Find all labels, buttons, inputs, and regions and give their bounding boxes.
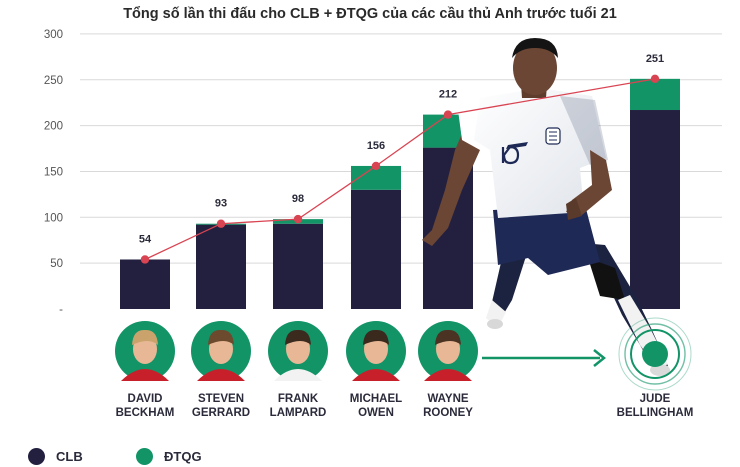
avatar-hair <box>132 329 158 345</box>
player-name-line: WAYNE <box>427 393 469 405</box>
avatar-shirt <box>424 369 472 381</box>
target-ring <box>630 329 680 379</box>
player-name-label: MICHAEL OWEN <box>321 392 431 420</box>
total-value-label: 98 <box>292 193 304 205</box>
target-ring <box>624 323 686 385</box>
progress-arrow-head <box>593 349 607 367</box>
player-name-line: FRANK <box>277 393 319 405</box>
total-trend-line <box>140 74 660 264</box>
player-name-line: LAMPARD <box>269 407 327 419</box>
player-name-line: BELLINGHAM <box>616 407 694 419</box>
player-name-line: BECKHAM <box>115 407 175 419</box>
player-name-label: STEVEN GERRARD <box>166 392 276 420</box>
y-tick-label: 50 <box>50 258 63 270</box>
y-tick-label: 100 <box>44 212 63 224</box>
target-ring <box>618 317 692 391</box>
player-name-label: DAVID BECKHAM <box>90 392 200 420</box>
trend-point <box>216 219 226 228</box>
player-name-line: OWEN <box>358 407 394 419</box>
player-name-line: MICHAEL <box>349 393 403 405</box>
legend-swatch-clb <box>28 448 45 465</box>
bar-clb <box>120 259 170 309</box>
avatar-hair <box>208 329 234 345</box>
bar-dtqg <box>351 165 401 190</box>
trend-line <box>144 78 656 261</box>
player-name-line: DAVID <box>127 393 163 405</box>
player-name-line: GERRARD <box>191 407 251 419</box>
bar-clb <box>273 223 323 309</box>
y-tick-label: 250 <box>44 75 63 87</box>
player-name-line: STEVEN <box>197 393 244 405</box>
total-value-label: 212 <box>439 89 457 101</box>
player-name-line: ROONEY <box>423 407 473 419</box>
y-tick-label: 150 <box>44 166 63 178</box>
player-name-label: WAYNE ROONEY <box>393 392 503 420</box>
avatar-hair <box>363 329 389 345</box>
target-core <box>642 341 668 367</box>
avatar-shirt <box>121 369 169 381</box>
legend-item-dtqg: ĐTQG <box>136 448 202 465</box>
bar-clb <box>630 110 680 309</box>
player-illustration <box>422 38 670 376</box>
bar-clb <box>196 224 246 309</box>
y-tick-label: - <box>59 304 63 316</box>
player-name-line: JUDE <box>639 393 671 405</box>
y-axis-ticks: - 50 100 150 200 250 300 <box>44 29 63 316</box>
avatar-shirt <box>197 369 245 381</box>
total-value-labels: 54 93 98 156 212 251 <box>139 53 664 246</box>
y-tick-label: 300 <box>44 29 63 41</box>
player-name-label: JUDE BELLINGHAM <box>600 392 710 420</box>
bar-clb <box>351 189 401 309</box>
avatar-hair <box>285 329 311 345</box>
total-value-label: 156 <box>367 140 385 152</box>
trend-point <box>650 74 660 84</box>
player-avatars <box>115 317 692 391</box>
trend-point <box>140 255 150 264</box>
avatar-shirt <box>352 369 400 381</box>
total-value-label: 251 <box>646 53 664 65</box>
trend-point <box>371 161 381 171</box>
chart-title: Tổng số lần thi đấu cho CLB + ĐTQG của c… <box>123 6 617 22</box>
legend-item-clb: CLB <box>28 448 83 465</box>
legend-swatch-dtqg <box>136 448 153 465</box>
legend-label-clb: CLB <box>56 449 83 464</box>
bar-dtqg <box>630 78 680 111</box>
trend-point <box>293 214 303 224</box>
legend-label-dtqg: ĐTQG <box>164 449 202 464</box>
avatar-hair <box>435 329 461 345</box>
total-value-label: 93 <box>215 198 227 210</box>
trend-point <box>443 110 453 119</box>
player-name-label: FRANK LAMPARD <box>243 392 353 420</box>
avatar-shirt <box>274 369 322 381</box>
total-value-label: 54 <box>139 233 152 245</box>
y-tick-label: 200 <box>44 121 63 133</box>
